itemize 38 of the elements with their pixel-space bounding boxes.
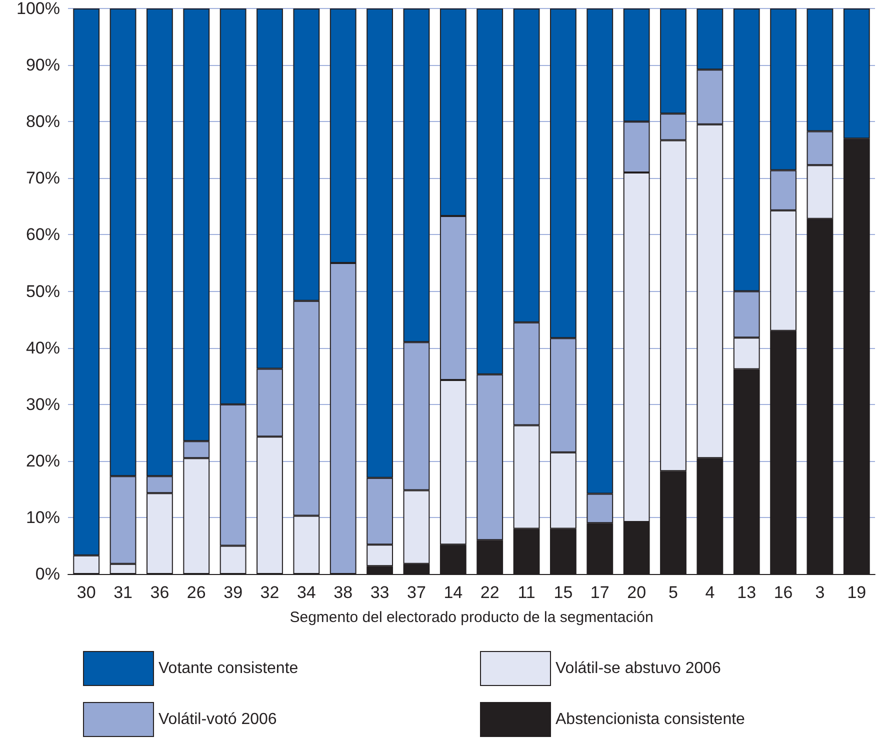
x-tick-label: 15 [554, 583, 573, 602]
x-axis-title: Segmento del electorado producto de la segmentación [290, 609, 654, 626]
y-tick-label: 30% [26, 394, 60, 414]
x-tick-label: 39 [224, 583, 243, 602]
x-tick-label: 30 [76, 583, 96, 602]
y-tick-label: 70% [26, 168, 60, 188]
y-tick-label: 50% [26, 282, 60, 301]
x-tick-label: 33 [370, 583, 390, 602]
y-tick-label: 60% [26, 225, 60, 244]
y-tick-label: 0% [35, 564, 60, 584]
legend-label: Votante consistente [158, 660, 298, 677]
x-tick-label: 13 [737, 583, 756, 602]
y-tick-label: 40% [26, 338, 60, 358]
y-tick-label: 100% [16, 0, 60, 18]
x-tick-label: 36 [150, 583, 170, 602]
x-tick-label: 31 [114, 583, 132, 602]
x-tick-label: 34 [296, 583, 316, 602]
legend-label: Volátil-votó 2006 [158, 711, 277, 728]
x-tick-label: 4 [705, 583, 715, 602]
x-tick-label: 37 [407, 583, 426, 602]
x-tick-label: 14 [444, 583, 463, 602]
x-tick-label: 17 [590, 583, 610, 602]
x-tick-label: 38 [334, 583, 353, 602]
legend-label: Volátil-se abstuvo 2006 [556, 660, 722, 677]
x-tick-label: 26 [186, 583, 206, 602]
y-tick-label: 20% [26, 451, 60, 470]
y-tick-label: 10% [26, 508, 60, 527]
x-tick-label: 20 [627, 583, 646, 602]
x-tick-label: 32 [260, 583, 280, 602]
legend-label: Abstencionista consistente [556, 711, 746, 728]
x-tick-label: 3 [815, 583, 825, 602]
x-tick-label: 19 [847, 583, 866, 602]
x-tick-label: 22 [480, 583, 500, 602]
x-tick-label: 11 [518, 583, 536, 602]
y-tick-label: 80% [26, 112, 60, 132]
y-tick-label: 90% [26, 56, 60, 75]
x-tick-label: 5 [668, 583, 678, 602]
x-tick-label: 16 [774, 583, 793, 602]
